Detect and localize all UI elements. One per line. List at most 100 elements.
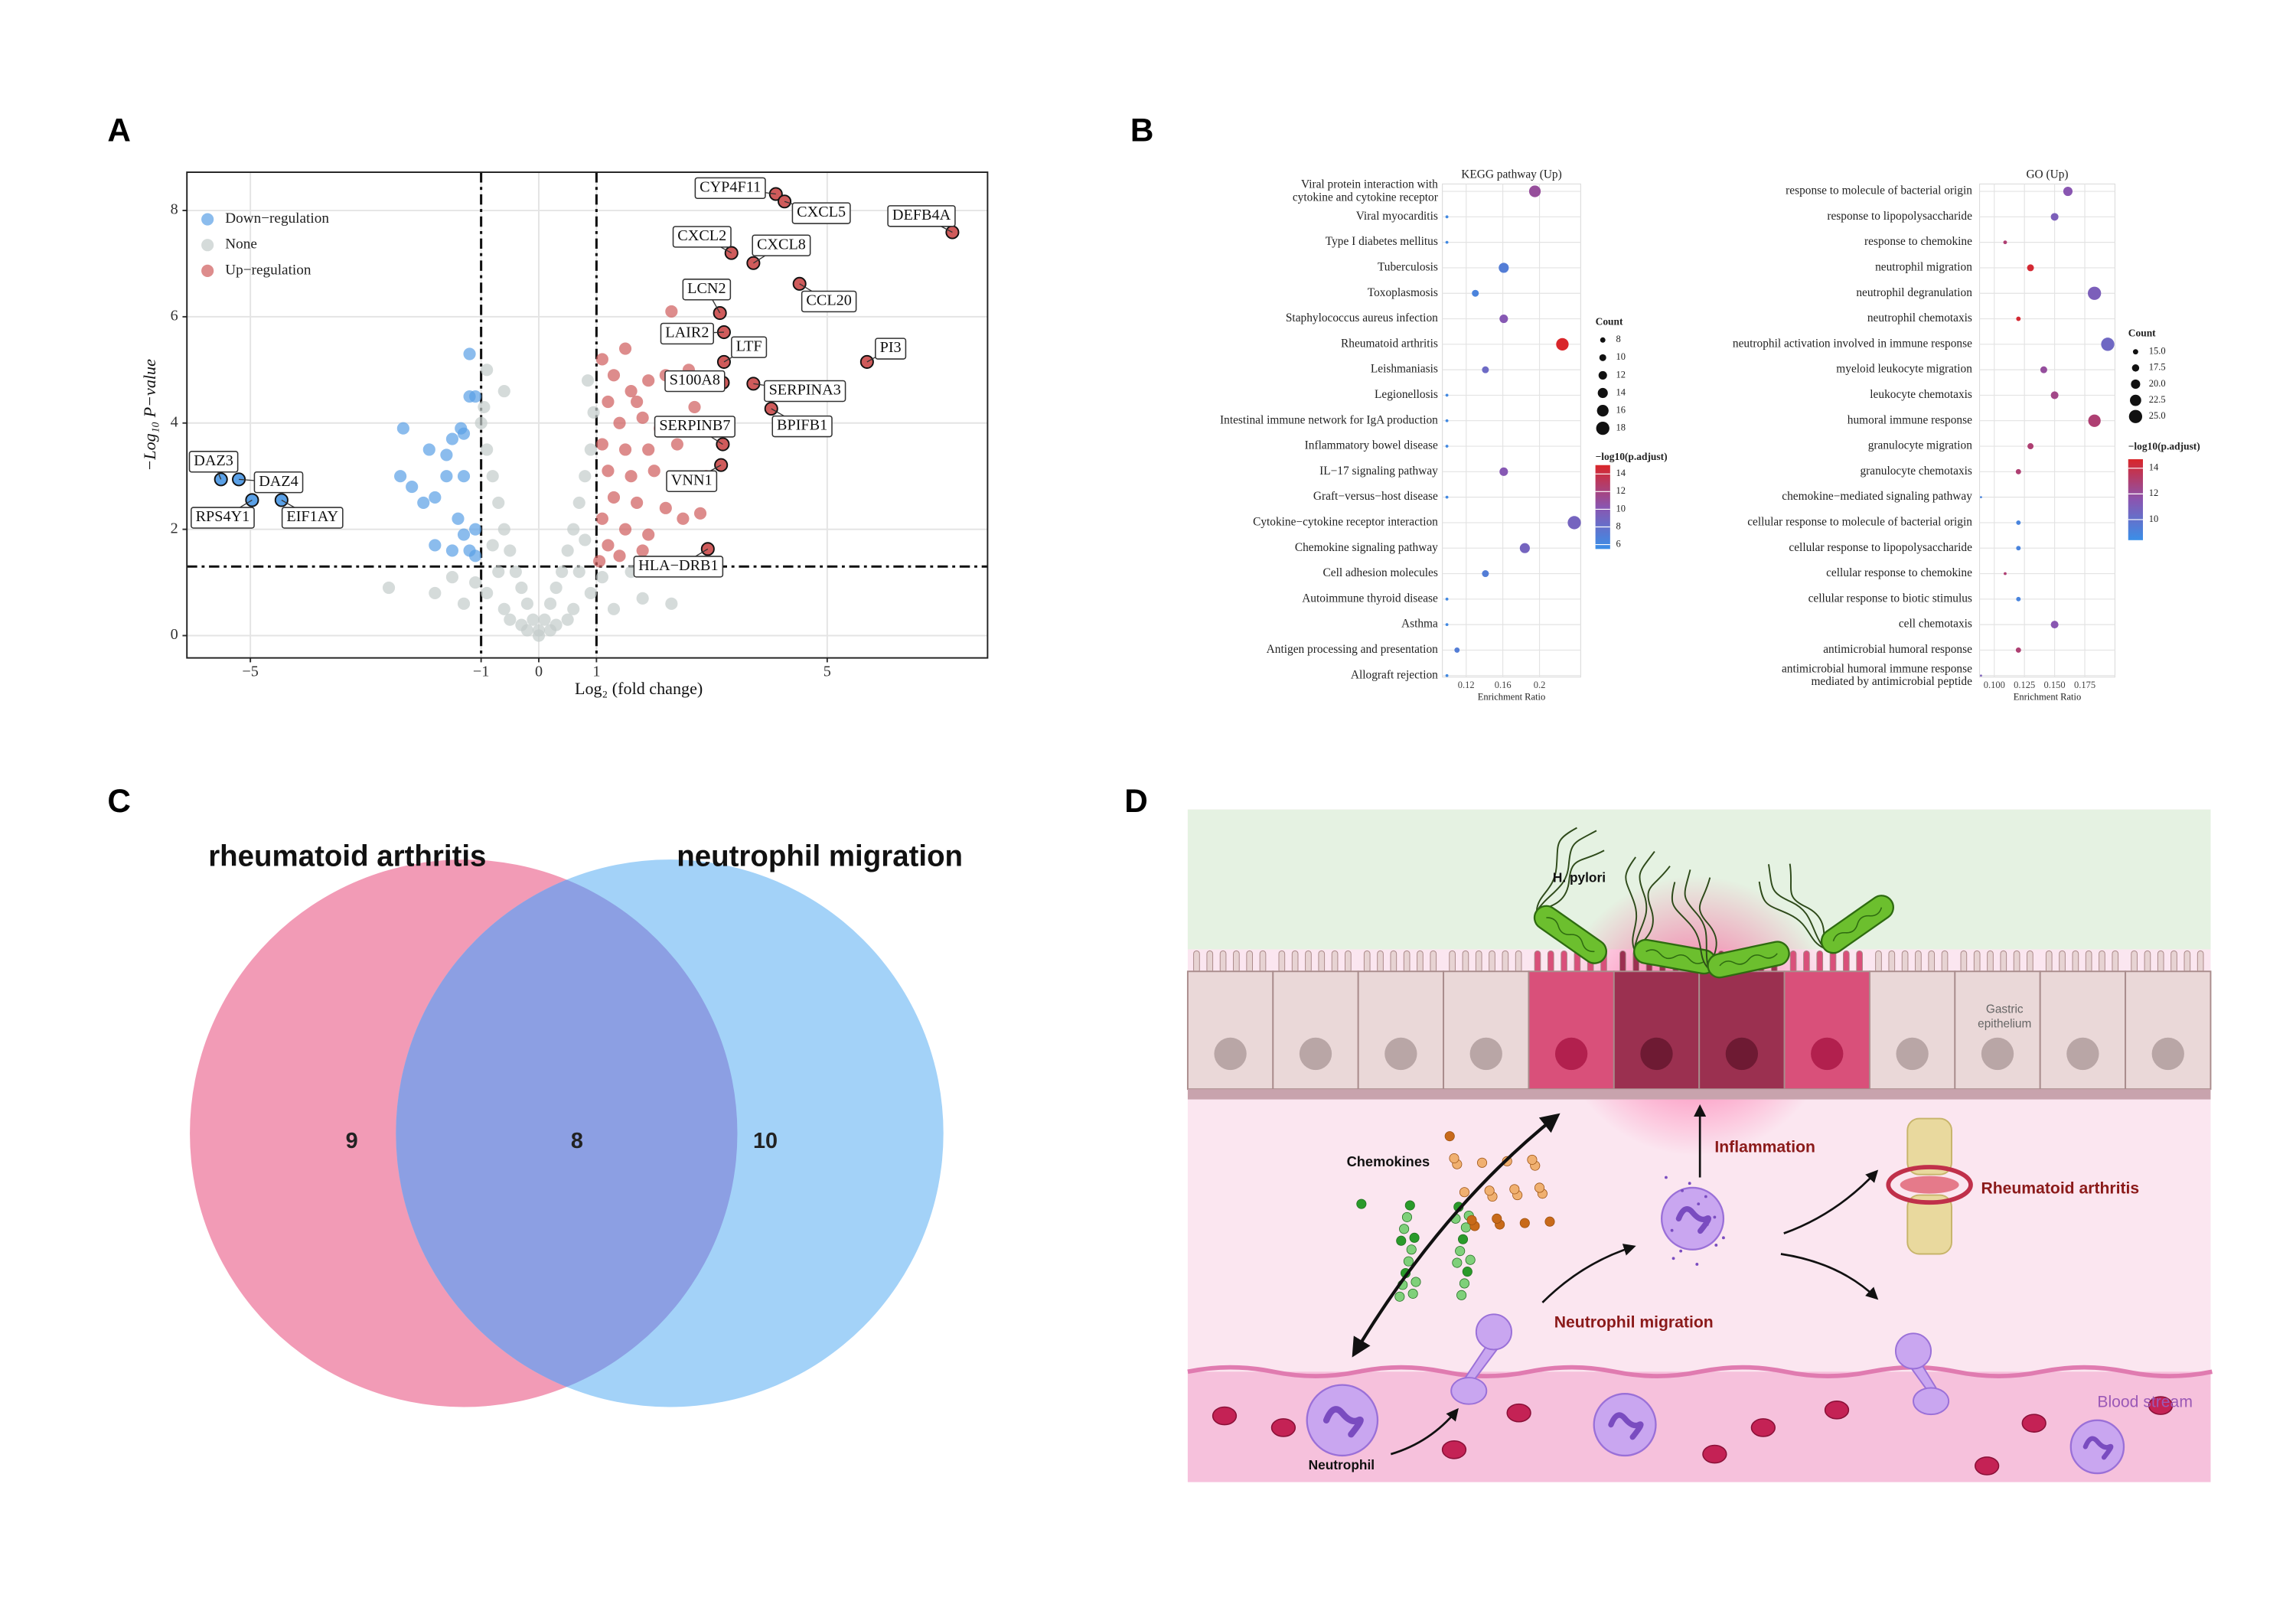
red-blood-cell [1824,1401,1850,1420]
dot [1482,570,1489,578]
row-label: Allograft rejection [1351,668,1438,681]
diagram-label: H. pylori [1553,870,1606,885]
point [504,613,517,626]
dot [1519,543,1530,553]
bacterium-texture [1719,953,1778,967]
point [475,416,488,429]
vessel-wall [1187,1365,2213,1378]
point [497,602,510,615]
microvillus [1403,950,1411,973]
label-box [191,507,255,529]
bacterium-texture [1645,949,1704,964]
point [520,597,533,610]
point [595,438,608,451]
dot [1445,445,1449,448]
chemokine [1476,1157,1488,1168]
label-box [633,556,724,578]
red-blood-cell [1506,1403,1531,1423]
charts: −5 −1 0 1 5 0 2 4 6 8 DAZ3 DAZ4 RPS4Y1 EIF1AY CYP4F11 C… [140,168,2200,1407]
point [486,539,499,552]
granule [1665,1176,1668,1179]
microvillus [1973,950,1981,973]
row-label: Viral protein interaction with cytokine a… [1293,178,1438,204]
granule [1714,1244,1718,1247]
color-legend-label: 12 [1616,485,1626,496]
dot [1445,419,1449,422]
label-box [764,380,846,403]
point [509,566,522,579]
point-label: CYP4F11 [700,178,761,195]
granule [1713,1215,1717,1219]
label-box [660,322,715,345]
legend-marker [201,264,214,277]
point [636,544,649,557]
microvillus [1345,950,1352,973]
row-label: antimicrobial humoral response [1823,643,1972,656]
point [631,496,644,509]
point [595,353,608,366]
flagellum [1625,856,1638,951]
dot [2015,647,2021,653]
point-label: RPS4Y1 [196,508,250,525]
chemokine [1411,1277,1421,1287]
dot [2016,316,2021,321]
microvillus [1856,950,1863,973]
size-legend-marker [2131,379,2141,390]
flagellum [1536,830,1597,911]
point [602,395,615,409]
nucleus [1981,1037,2014,1071]
size-legend-marker [2130,394,2141,406]
epithelial-cell [2125,970,2212,1091]
microvillus [1430,950,1437,973]
row-label: cell chemotaxis [1899,618,1972,631]
microvillus [2099,950,2105,973]
point-label: S100A8 [670,372,720,389]
row-label: Tuberculosis [1378,260,1438,273]
bacterium-texture [1546,917,1595,953]
row-label: IL−17 signaling pathway [1319,465,1438,478]
diagram-label: Inflammation [1714,1139,1815,1156]
point [515,581,528,595]
epithelial-cell [1528,970,1615,1091]
label-box [771,415,833,438]
diagram-labels: H. pylori Gastric epithelium Chemokines … [1309,870,2193,1472]
diagram-shapes [1186,827,2213,1482]
point [417,496,430,509]
point [445,544,459,557]
diagram-label: Chemokines [1347,1153,1430,1169]
migrating-neutrophil [1913,1387,1950,1416]
size-legend-marker [2131,364,2140,372]
point [693,507,707,520]
chemokine [1407,1288,1418,1299]
region-count: 10 [753,1129,778,1153]
point [543,624,557,637]
point [665,305,678,318]
microvillus [1259,950,1267,973]
chemokine [1544,1216,1555,1227]
row-label: Antigen processing and presentation [1267,643,1438,656]
microvillus [1515,950,1522,973]
point [532,624,546,637]
point [245,493,259,507]
microvillus [2000,950,2007,973]
label-box [887,205,956,227]
microvillus [1547,950,1554,973]
granule [1671,1257,1675,1260]
microvillus [1489,950,1495,973]
chemokine [1399,1224,1410,1234]
point [677,512,690,525]
microvillus [2157,950,2164,973]
point [486,470,499,483]
point [613,416,626,429]
microvillus [1941,950,1949,973]
chemokine [1465,1254,1476,1265]
label-box [752,234,811,256]
microvillus [2072,950,2079,973]
dot [1567,516,1581,530]
legend-title: Count [2128,328,2156,339]
size-legend-marker [1596,422,1609,435]
x-tick-label: 0.100 [1984,680,2005,690]
color-legend-label: 10 [1616,503,1626,514]
granule [1695,1263,1699,1266]
